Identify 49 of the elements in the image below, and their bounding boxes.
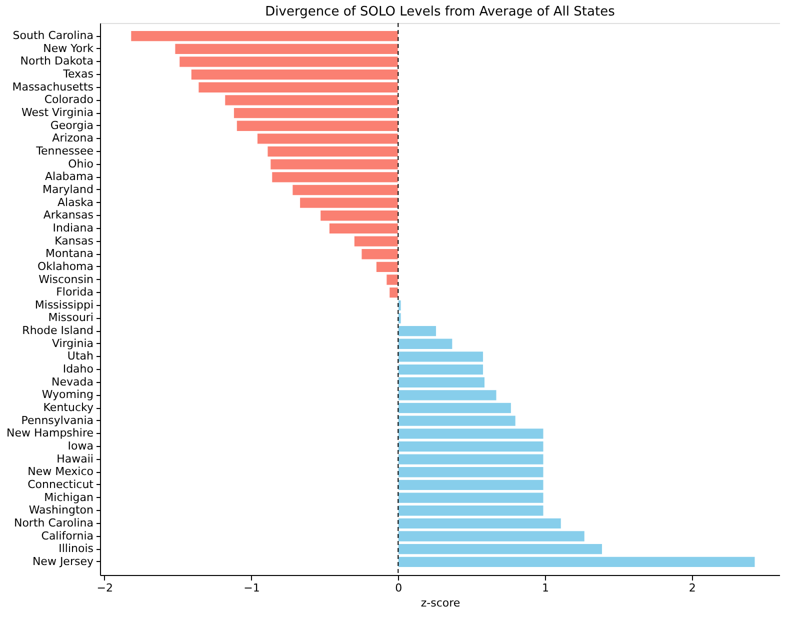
chart-title: Divergence of SOLO Levels from Average of All States [265,4,616,20]
y-tick-label: Illinois [58,542,94,556]
y-tick-label: Texas [62,68,94,81]
x-tick-label: 1 [542,582,550,594]
y-tick-label: Utah [67,350,94,363]
y-tick-label: Florida [56,286,94,299]
x-tick-label: 0 [395,582,402,594]
y-tick-label: Missouri [48,311,94,324]
y-tick-label: Kansas [54,234,94,248]
y-tick-label: New Hampshire [6,426,94,440]
y-tick-label: Washington [28,504,94,517]
y-tick-label: Hawaii [56,452,94,466]
y-tick-label: Arizona [52,132,94,145]
y-tick-label: Connecticut [28,478,94,491]
y-tick-label: Idaho [62,362,94,376]
y-tick-label: Pennsylvania [21,414,94,427]
y-tick-label: Montana [46,247,94,260]
y-tick-label: Oklahoma [38,260,94,273]
y-tick-label: Virginia [52,336,94,350]
y-tick-label: Mississippi [34,298,94,312]
y-tick-label: Ohio [68,157,94,170]
x-tick-label: 2 [688,582,696,594]
y-tick-label: Georgia [50,118,94,132]
y-tick-label: Colorado [44,93,94,106]
y-tick-label: Nevada [52,375,94,388]
y-tick-label: South Carolina [12,29,94,42]
y-tick-label: North Dakota [20,54,94,68]
y-tick-label: Wisconsin [38,272,94,286]
y-tick-label: New Jersey [32,554,94,568]
y-tick-label: New York [43,42,94,55]
y-tick-label: California [41,529,94,542]
y-tick-label: Rhode Island [22,324,94,338]
y-tick-label: North Carolina [14,516,94,530]
x-axis-title: z-score [420,596,460,610]
y-tick-label: New Mexico [28,465,94,478]
y-tick-label: Michigan [44,490,94,504]
y-tick-label: Kentucky [43,401,94,414]
x-tick-label: −1 [244,582,260,594]
y-tick-label: Indiana [52,221,94,234]
x-tick-label: −2 [96,582,114,594]
y-tick-label: Massachusetts [12,80,94,94]
y-tick-label: West Virginia [21,106,94,120]
y-tick-label: Alabama [44,170,94,184]
y-tick-label: Alaska [58,196,94,209]
y-tick-label: Tennessee [35,144,94,158]
y-tick-label: Iowa [68,439,94,452]
y-tick-label: Maryland [42,182,94,196]
y-tick-label: Wyoming [42,388,94,402]
y-tick-label: Arkansas [43,208,94,222]
